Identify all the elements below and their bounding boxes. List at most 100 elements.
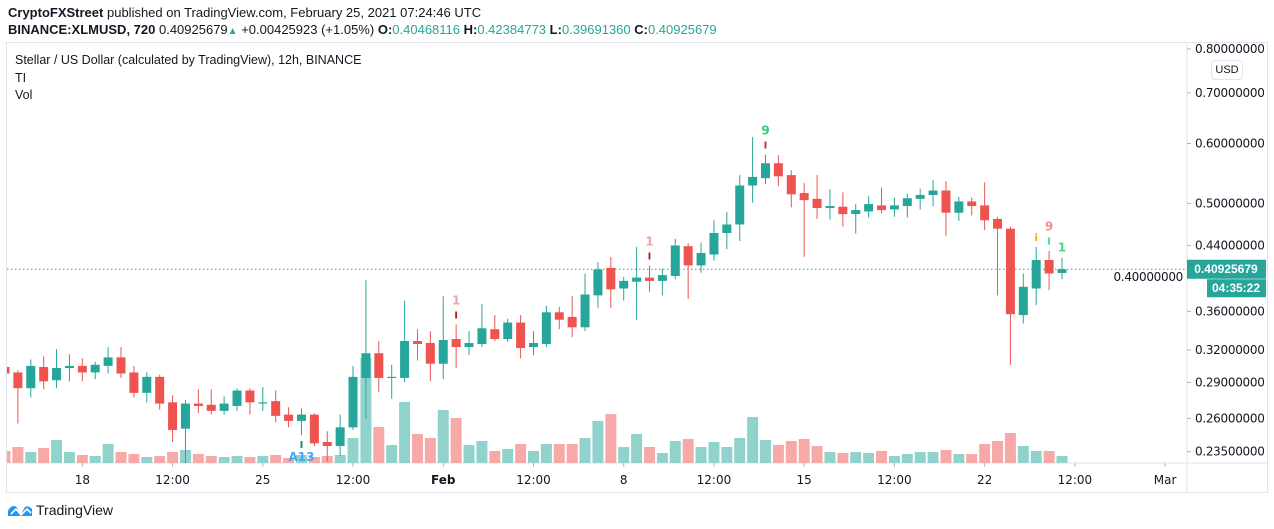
candle-up [580,294,590,328]
time-tick-label: 22 [977,473,992,487]
volume-bar [334,455,346,463]
volume-bar [785,441,797,463]
publish-info: CryptoFXStreet published on TradingView.… [8,5,481,20]
td-marker: 1 [1058,241,1066,255]
volume-bar [154,456,166,463]
candle-down [877,205,887,211]
volume-bar [257,456,269,463]
price-tick-label: 0.60000000 [1195,136,1265,150]
td-marker: 9 [1045,220,1053,234]
candle-down [309,414,319,444]
chart-title[interactable]: Stellar / US Dollar (calculated by Tradi… [15,53,362,67]
candle-down [412,341,422,345]
volume-bar [347,438,359,463]
volume-bar [89,456,101,463]
volume-bar [386,445,398,463]
candle-down [773,163,783,177]
price-tick-label: 0.36000000 [1195,304,1265,318]
candle-up [889,205,899,210]
volume-bar [656,453,668,463]
volume-bar [747,417,759,463]
time-axis[interactable]: 18 12:00 25 12:00 Feb 12:00 8 12:00 15 12:00 22 12:… [75,463,1177,487]
candle-down [838,206,848,215]
volume-bar [167,452,179,463]
time-tick-label: Mar [1154,473,1177,487]
candle-down [129,372,139,393]
candle-up [387,376,397,378]
volume-bar [527,451,539,463]
price-tick-label: 0.44000000 [1195,238,1265,252]
candle-up [696,252,706,266]
candle-down [322,441,332,447]
volume-bar [502,449,514,463]
candle-down [554,312,564,320]
volume-bar [876,451,888,463]
volume-bar [270,455,282,463]
volume-bar [824,452,836,463]
volume-bar [450,418,462,463]
open-value: 0.40468116 [392,22,460,37]
volume-bar [760,440,772,463]
publisher-name[interactable]: CryptoFXStreet [8,5,104,20]
candle-up [52,368,62,381]
close-key: C: [634,22,648,37]
candle-up [64,365,74,369]
candle-down [799,193,809,201]
candle-up [761,163,771,179]
candle-up [825,206,835,209]
volume-bar [76,455,88,463]
indicator-vol[interactable]: Vol [15,88,33,102]
candle-down [606,267,616,290]
candle-down [967,201,977,207]
td-marker: 1 [645,234,653,248]
price-axis[interactable]: 0.80000000 0.70000000 0.60000000 0.50000000… [1113,42,1264,459]
low-key: L: [549,22,562,37]
candle-up [477,328,487,345]
candle-up [348,376,358,428]
indicator-ti[interactable]: TI [15,71,27,85]
candle-up [1031,259,1041,289]
td-marker: 9 [761,124,769,138]
volume-bar [115,452,127,463]
time-tick-label: 12:00 [516,473,551,487]
volume-bar [863,453,875,463]
candles [7,136,1067,463]
candle-up [400,341,410,378]
candle-up [709,232,719,255]
up-triangle-icon: ▲ [227,26,238,37]
candle-up [528,343,538,348]
time-tick-label: 25 [255,473,270,487]
high-value: 0.42384773 [477,22,547,37]
currency-button[interactable]: USD [1211,60,1243,80]
candle-down [1044,259,1054,274]
volume-bar [682,439,694,463]
volume-bar [605,414,617,463]
tradingview-brand[interactable]: TradingView [7,502,113,518]
candle-up [219,403,229,411]
candle-down [490,329,500,340]
candle-down [812,198,822,209]
candle-down [193,403,203,406]
candle-down [1005,228,1015,315]
candle-down [13,372,23,389]
volume-bar [888,456,900,463]
td-marker: A13 [288,450,314,464]
last-price-badge: 0.40925679 04:35:22 [1187,259,1266,298]
td-marker: i [1034,233,1037,244]
candle-up [593,269,603,296]
candle-down [39,366,49,382]
bar-countdown: 04:35:22 [1212,281,1260,295]
td-marker: 1 [452,293,460,307]
td-marker: I [454,310,458,321]
volume-bar [515,444,527,463]
volume-bar [231,456,243,463]
chart-frame [6,42,1268,493]
candle-up [748,176,758,186]
candle-up [1057,269,1067,273]
close-value: 0.40925679 [647,22,717,37]
price-tick-label: 0.29000000 [1195,375,1265,389]
time-tick-label: 8 [620,473,628,487]
volume-bar [927,452,939,463]
